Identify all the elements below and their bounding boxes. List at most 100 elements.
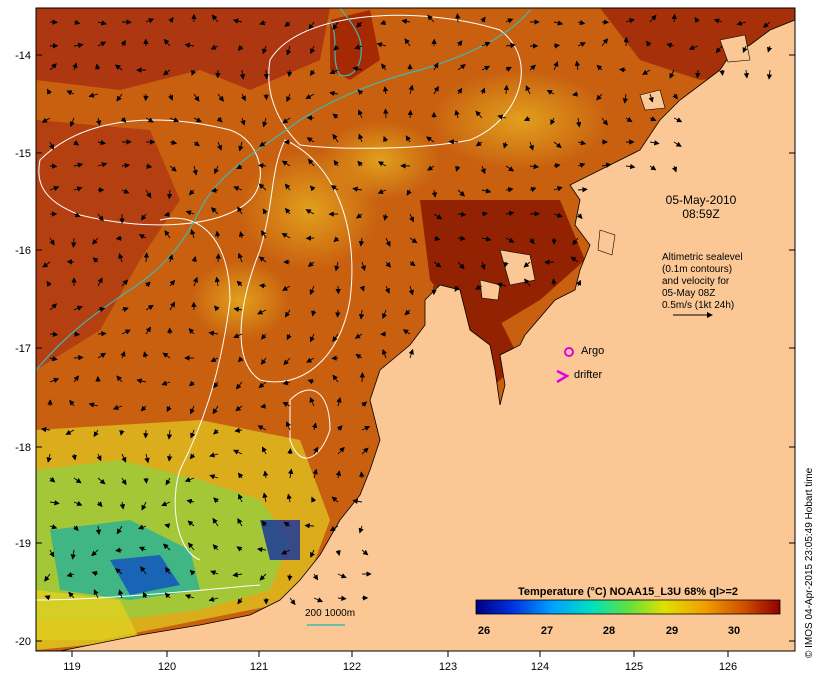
velocity-arrow bbox=[306, 357, 315, 363]
velocity-arrow bbox=[262, 117, 268, 128]
velocity-arrow bbox=[73, 331, 81, 337]
velocity-arrow bbox=[352, 186, 363, 192]
velocity-arrow bbox=[313, 446, 319, 455]
velocity-arrow bbox=[284, 309, 291, 318]
velocity-arrow bbox=[73, 375, 80, 383]
velocity-arrow bbox=[49, 377, 60, 383]
velocity-arrow bbox=[577, 140, 587, 146]
velocity-arrow bbox=[169, 279, 176, 287]
velocity-arrow bbox=[71, 237, 77, 248]
velocity-arrow bbox=[97, 41, 107, 47]
velocity-arrow bbox=[354, 44, 363, 50]
velocity-arrow bbox=[260, 403, 267, 409]
velocity-arrow bbox=[40, 426, 51, 433]
velocity-arrow bbox=[529, 163, 540, 170]
velocity-arrow bbox=[189, 453, 196, 460]
velocity-arrow bbox=[193, 93, 200, 102]
colorbar-title: Temperature (°C) NOAA15_L3U 68% ql>=2 bbox=[518, 586, 738, 598]
velocity-arrow bbox=[73, 19, 81, 25]
argo-marker bbox=[564, 347, 574, 357]
velocity-arrow bbox=[524, 278, 531, 287]
velocity-arrow bbox=[283, 357, 291, 366]
velocity-arrow bbox=[73, 186, 83, 192]
velocity-arrow bbox=[95, 63, 101, 71]
velocity-arrow bbox=[238, 141, 244, 152]
velocity-arrow bbox=[214, 165, 219, 175]
velocity-arrow bbox=[208, 330, 219, 336]
velocity-arrow bbox=[212, 517, 219, 527]
velocity-arrow bbox=[286, 333, 292, 341]
velocity-legend-line: Altimetric sealevel bbox=[662, 252, 743, 263]
velocity-arrow bbox=[116, 93, 123, 102]
velocity-arrow bbox=[112, 404, 123, 410]
velocity-arrow bbox=[72, 62, 78, 71]
velocity-arrow bbox=[496, 282, 507, 288]
velocity-arrow bbox=[42, 261, 51, 268]
velocity-arrow bbox=[188, 189, 195, 196]
velocity-arrow bbox=[312, 573, 319, 581]
velocity-arrow bbox=[287, 573, 293, 582]
velocity-arrow bbox=[66, 572, 75, 578]
velocity-arrow bbox=[283, 521, 291, 528]
velocity-arrow bbox=[433, 235, 441, 241]
velocity-arrow bbox=[208, 596, 219, 602]
velocity-arrow bbox=[354, 333, 363, 339]
velocity-arrow bbox=[480, 261, 486, 271]
velocity-arrow bbox=[282, 285, 291, 291]
velocity-arrow bbox=[261, 520, 268, 527]
velocity-arrow bbox=[121, 279, 129, 287]
velocity-arrow bbox=[405, 135, 411, 143]
velocity-arrow bbox=[359, 372, 365, 383]
velocity-arrow bbox=[572, 91, 579, 97]
lat-tick-label: -16 bbox=[15, 245, 31, 257]
velocity-arrow bbox=[503, 84, 510, 95]
velocity-arrow bbox=[385, 261, 391, 268]
velocity-arrow bbox=[118, 589, 124, 599]
velocity-arrow bbox=[525, 85, 531, 95]
velocity-arrow bbox=[187, 542, 195, 551]
velocity-arrow bbox=[383, 108, 389, 119]
velocity-arrow bbox=[184, 477, 195, 483]
velocity-arrow bbox=[381, 348, 388, 359]
velocity-arrow bbox=[766, 45, 773, 53]
velocity-arrow bbox=[281, 160, 291, 167]
lat-tick-label: -20 bbox=[15, 636, 31, 648]
velocity-arrow bbox=[576, 279, 582, 287]
velocity-arrow bbox=[286, 93, 292, 103]
velocity-arrow bbox=[309, 396, 315, 407]
velocity-arrow bbox=[329, 525, 339, 532]
plot-frame bbox=[35, 7, 796, 652]
velocity-arrow bbox=[332, 133, 339, 143]
velocity-arrow bbox=[261, 446, 267, 455]
colorbar-tick: 27 bbox=[541, 625, 553, 637]
velocity-arrow bbox=[121, 162, 131, 169]
velocity-arrow bbox=[553, 20, 564, 26]
velocity-arrow bbox=[333, 236, 340, 243]
velocity-arrow bbox=[406, 189, 412, 196]
velocity-arrow bbox=[190, 228, 196, 239]
lon-tick-label: 122 bbox=[343, 661, 361, 673]
velocity-arrow bbox=[191, 256, 197, 263]
velocity-arrow bbox=[145, 304, 154, 311]
velocity-arrow bbox=[263, 69, 270, 80]
velocity-arrow bbox=[49, 355, 58, 362]
velocity-arrow bbox=[505, 210, 515, 217]
velocity-arrow bbox=[210, 570, 219, 576]
velocity-arrow bbox=[577, 42, 586, 48]
velocity-arrow bbox=[408, 348, 414, 359]
velocity-arrow bbox=[457, 189, 466, 197]
velocity-arrow bbox=[116, 525, 123, 535]
velocity-arrow bbox=[145, 189, 152, 199]
velocity-arrow bbox=[333, 44, 340, 51]
velocity-arrow bbox=[186, 498, 195, 505]
velocity-arrow bbox=[409, 213, 415, 223]
velocity-arrow bbox=[192, 165, 198, 176]
velocity-arrow bbox=[73, 305, 83, 311]
velocity-arrow bbox=[457, 261, 465, 270]
velocity-arrow bbox=[309, 185, 316, 192]
velocity-arrow bbox=[376, 42, 387, 48]
velocity-arrow bbox=[120, 39, 126, 47]
velocity-arrow bbox=[65, 429, 75, 435]
velocity-arrow bbox=[121, 329, 131, 335]
velocity-arrow bbox=[166, 189, 173, 200]
